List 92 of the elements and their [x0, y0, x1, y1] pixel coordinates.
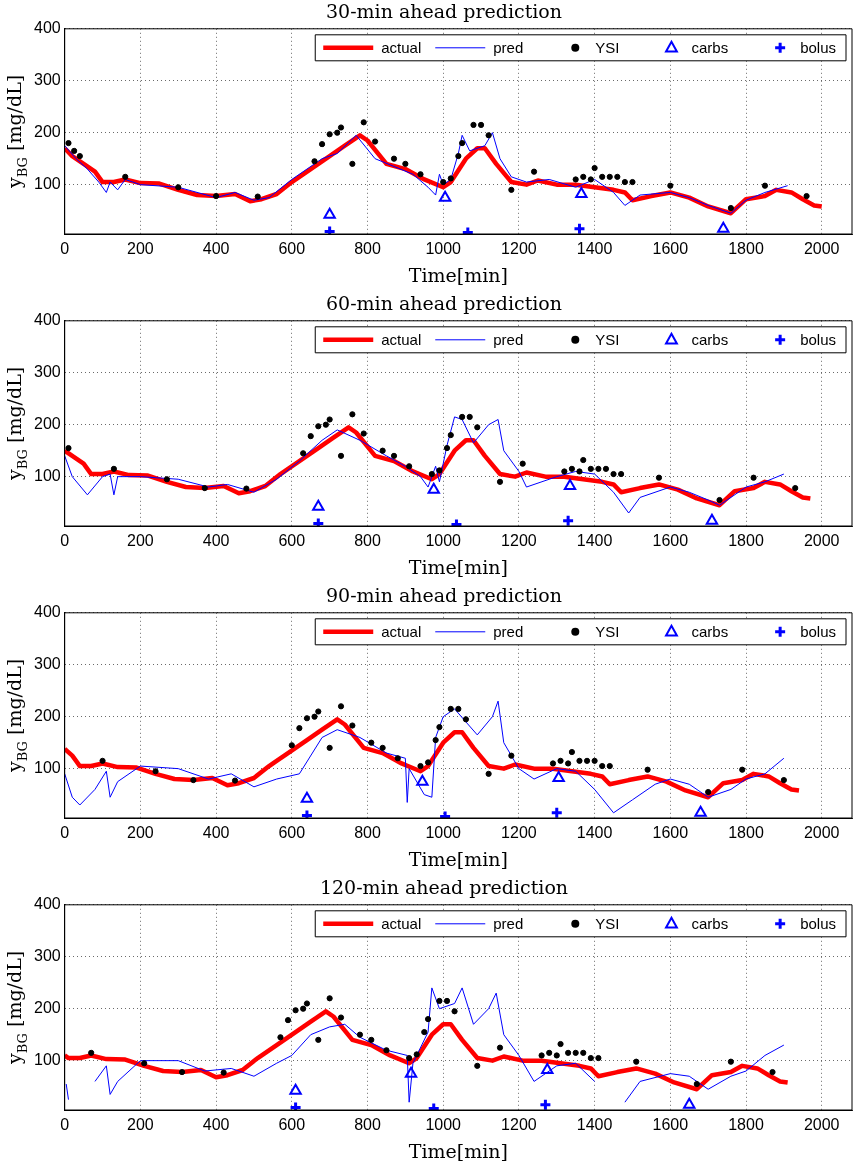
y-tick-label: 300	[33, 655, 61, 673]
x-tick-label: 1200	[501, 240, 537, 258]
y-tick-label: 400	[33, 895, 61, 913]
x-tick-label: 400	[202, 240, 230, 258]
legend-label: bolus	[800, 330, 836, 348]
y-axis-title: yBG [mg/dL]	[2, 658, 31, 773]
x-tick-label: 200	[127, 240, 154, 258]
x-tick-label: 1600	[652, 1116, 689, 1134]
y-tick-label: 400	[33, 603, 61, 621]
x-tick-label: 200	[127, 532, 154, 550]
legend-label: carbs	[691, 914, 729, 932]
x-tick-label: 1800	[728, 532, 764, 550]
x-tick-label: 1400	[576, 240, 613, 258]
x-tick-label: 400	[202, 824, 230, 842]
y-tick-label: 300	[33, 71, 61, 89]
legend-label: bolus	[800, 914, 836, 932]
x-tick-label: 200	[127, 1116, 154, 1134]
x-tick-label: 1400	[576, 532, 613, 550]
x-tick-label: 1400	[576, 1116, 613, 1134]
legend-label: actual	[381, 622, 422, 640]
y-tick-label: 200	[33, 707, 61, 725]
x-tick-label: 1800	[728, 824, 764, 842]
x-tick-label: 1400	[576, 824, 613, 842]
y-tick-label: 400	[33, 311, 61, 329]
x-axis-title: Time[min]	[408, 847, 508, 870]
legend-label: carbs	[691, 330, 729, 348]
x-tick-label: 2000	[803, 240, 840, 258]
x-tick-label: 1800	[728, 240, 764, 258]
x-tick-label: 600	[278, 532, 306, 550]
legend-label: pred	[493, 330, 524, 348]
x-axis-title: Time[min]	[408, 1139, 508, 1162]
chart-title: 30-min ahead prediction	[325, 0, 563, 23]
legend-label: pred	[493, 914, 524, 932]
legend-label: actual	[381, 914, 422, 932]
x-tick-label: 1600	[652, 824, 689, 842]
x-tick-label: 1200	[501, 1116, 537, 1134]
legend-label: YSI	[595, 622, 620, 640]
x-tick-label: 800	[354, 240, 381, 258]
legend-label: actual	[381, 38, 422, 56]
x-tick-label: 800	[354, 1116, 381, 1134]
legend-label: pred	[493, 38, 524, 56]
x-tick-label: 1800	[728, 1116, 764, 1134]
x-tick-label: 1600	[652, 240, 689, 258]
legend-label: pred	[493, 622, 524, 640]
y-tick-label: 100	[33, 759, 61, 777]
legend-label: actual	[381, 330, 422, 348]
x-tick-label: 600	[278, 240, 306, 258]
chart-title: 60-min ahead prediction	[325, 292, 563, 315]
legend-label: bolus	[800, 38, 836, 56]
x-axis-title: Time[min]	[408, 263, 508, 286]
x-tick-label: 0	[60, 532, 70, 550]
y-axis-title: yBG [mg/dL]	[2, 950, 31, 1065]
legend-label: YSI	[595, 914, 620, 932]
chart-title: 90-min ahead prediction	[325, 584, 563, 607]
legend-label: YSI	[595, 38, 620, 56]
x-tick-label: 1000	[425, 532, 462, 550]
y-axis-title: yBG [mg/dL]	[2, 74, 31, 189]
y-tick-label: 100	[33, 467, 61, 485]
y-tick-label: 100	[33, 1051, 61, 1069]
x-tick-label: 1000	[425, 1116, 462, 1134]
x-tick-label: 400	[202, 532, 230, 550]
x-tick-label: 1600	[652, 532, 689, 550]
y-tick-label: 200	[33, 999, 61, 1017]
y-tick-label: 300	[33, 363, 61, 381]
x-tick-label: 400	[202, 1116, 230, 1134]
y-tick-label: 300	[33, 947, 61, 965]
y-tick-label: 100	[33, 175, 61, 193]
legend-label: YSI	[595, 330, 620, 348]
y-axis-title: yBG [mg/dL]	[2, 366, 31, 481]
x-tick-label: 2000	[803, 1116, 840, 1134]
legend-label: carbs	[691, 38, 729, 56]
x-tick-label: 0	[60, 240, 70, 258]
x-tick-label: 1000	[425, 824, 462, 842]
legend-label: carbs	[691, 622, 729, 640]
x-tick-label: 0	[60, 1116, 70, 1134]
x-tick-label: 600	[278, 1116, 306, 1134]
x-tick-label: 800	[354, 532, 381, 550]
x-tick-label: 0	[60, 824, 70, 842]
chart-title: 120-min ahead prediction	[319, 876, 569, 899]
x-tick-label: 800	[354, 824, 381, 842]
x-tick-label: 1200	[501, 824, 537, 842]
x-axis-title: Time[min]	[408, 555, 508, 578]
x-tick-label: 2000	[803, 824, 840, 842]
legend-label: bolus	[800, 622, 836, 640]
y-tick-label: 200	[33, 123, 61, 141]
x-tick-label: 1000	[425, 240, 462, 258]
x-tick-label: 200	[127, 824, 154, 842]
y-tick-label: 400	[33, 19, 61, 37]
x-tick-label: 600	[278, 824, 306, 842]
x-tick-label: 1200	[501, 532, 537, 550]
y-tick-label: 200	[33, 415, 61, 433]
x-tick-label: 2000	[803, 532, 840, 550]
